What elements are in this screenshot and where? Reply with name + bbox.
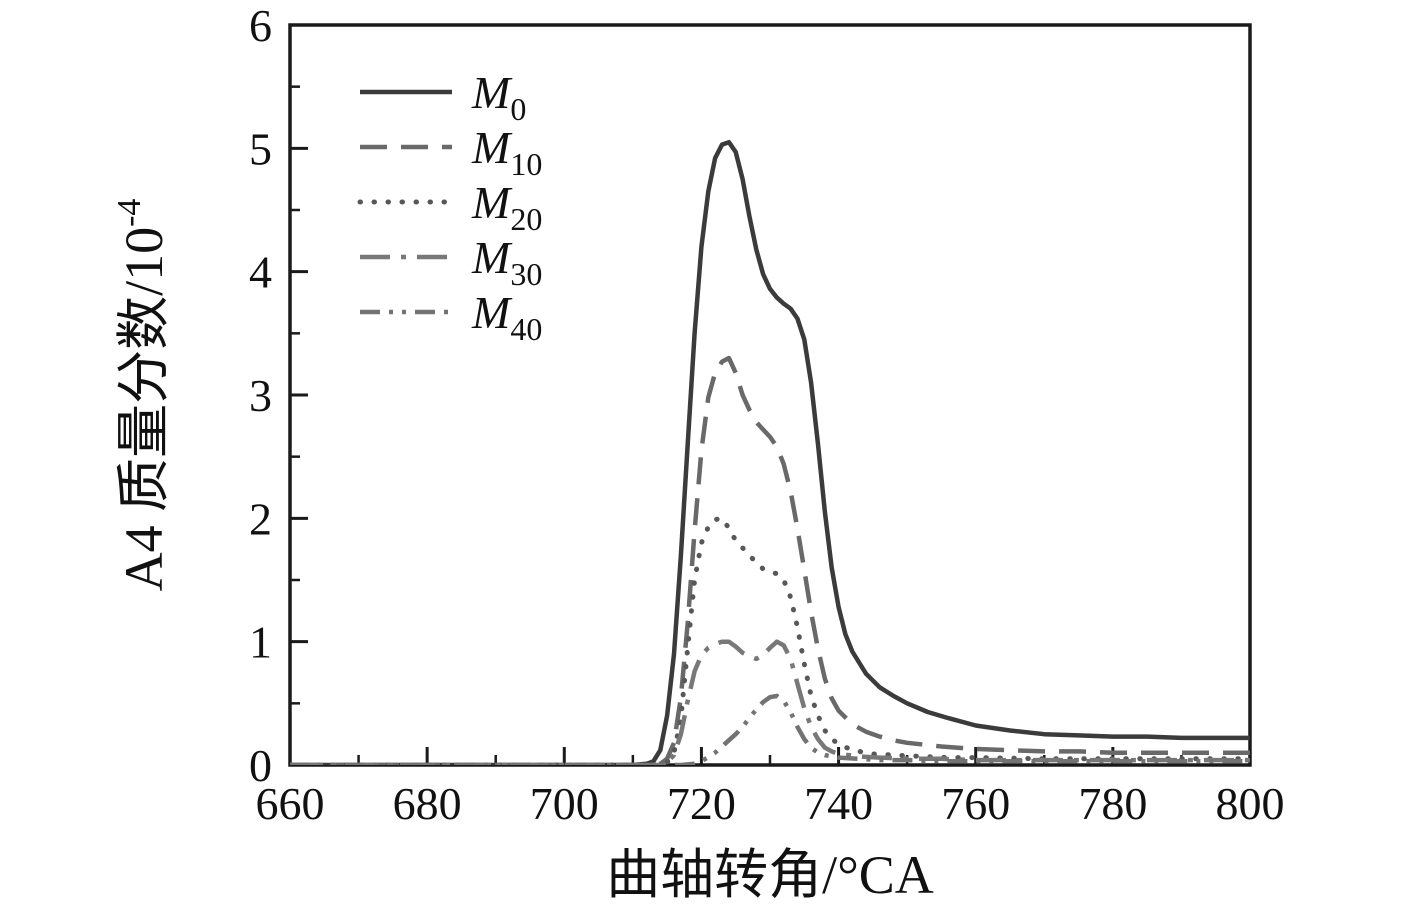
legend-label-M40: M40 bbox=[471, 287, 542, 347]
legend-label-M20: M20 bbox=[471, 177, 542, 237]
y-tick-label: 0 bbox=[249, 740, 272, 791]
legend-label-M10: M10 bbox=[471, 122, 542, 182]
x-axis-title: 曲轴转角/°CA bbox=[606, 845, 934, 905]
y-tick-label: 5 bbox=[249, 123, 272, 174]
y-axis-title-group: A4 质量分数/10-4 bbox=[111, 199, 174, 592]
x-tick-label: 740 bbox=[804, 778, 873, 829]
x-tick-label: 780 bbox=[1078, 778, 1147, 829]
axis-frame bbox=[288, 23, 1252, 767]
x-tick-label: 660 bbox=[256, 778, 325, 829]
y-tick-label: 4 bbox=[249, 247, 272, 298]
series-group bbox=[290, 139, 1250, 765]
y-tick-label: 6 bbox=[249, 0, 272, 51]
x-tick-label: 680 bbox=[393, 778, 462, 829]
x-tick-label: 760 bbox=[941, 778, 1010, 829]
y-axis-title: A4 质量分数/10-4 bbox=[111, 199, 174, 592]
y-tick-label: 3 bbox=[249, 370, 272, 421]
series-line-M30 bbox=[290, 639, 1250, 765]
series-line-M20 bbox=[290, 515, 1250, 765]
x-tick-label: 700 bbox=[530, 778, 599, 829]
x-tick-label: 800 bbox=[1216, 778, 1285, 829]
x-tick-label: 720 bbox=[667, 778, 736, 829]
series-line-M40 bbox=[290, 693, 1250, 765]
y-tick-label: 2 bbox=[249, 493, 272, 544]
series-line-M0 bbox=[290, 139, 1250, 765]
y-tick-label: 1 bbox=[249, 617, 272, 668]
legend-label-M0: M0 bbox=[471, 67, 526, 127]
legend-label-M30: M30 bbox=[471, 232, 542, 292]
series-line-M10 bbox=[290, 355, 1250, 765]
